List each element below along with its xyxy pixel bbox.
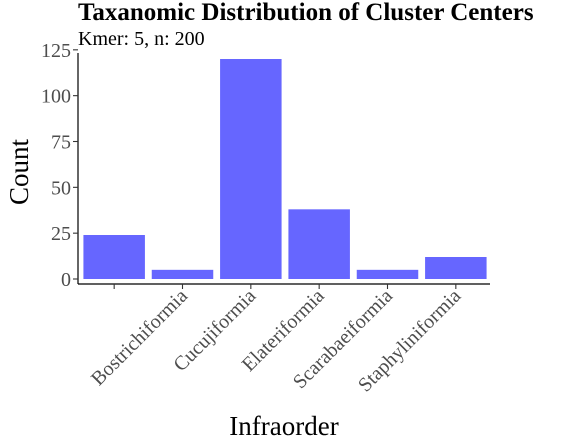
- y-tick-label: 100: [41, 86, 71, 108]
- y-axis: 0 25 50 75 100 125: [41, 40, 79, 291]
- bar-staphyliniformia: [425, 257, 487, 279]
- bar-cucujiformia: [220, 59, 282, 279]
- bar-elateriformia: [288, 209, 350, 279]
- y-tick-label: 0: [61, 269, 71, 291]
- y-tick-label: 75: [51, 132, 71, 154]
- x-tick-label: Bostrichiformia: [87, 285, 192, 390]
- bar-unlabeled: [83, 235, 145, 279]
- y-tick-label: 25: [51, 223, 71, 245]
- x-axis: BostrichiformiaCucujiformiaElateriformia…: [78, 283, 490, 396]
- y-tick-label: 125: [41, 40, 71, 62]
- y-tick-label: 50: [51, 177, 71, 199]
- bars-group: [83, 59, 487, 279]
- chart-subtitle: Kmer: 5, n: 200: [78, 28, 205, 50]
- chart-title: Taxanomic Distribution of Cluster Center…: [78, 0, 534, 26]
- bar-bostrichiformia: [151, 269, 214, 279]
- bar-scarabaeiformia: [356, 269, 419, 279]
- y-axis-title: Count: [4, 138, 34, 205]
- x-axis-title: Infraorder: [229, 411, 338, 441]
